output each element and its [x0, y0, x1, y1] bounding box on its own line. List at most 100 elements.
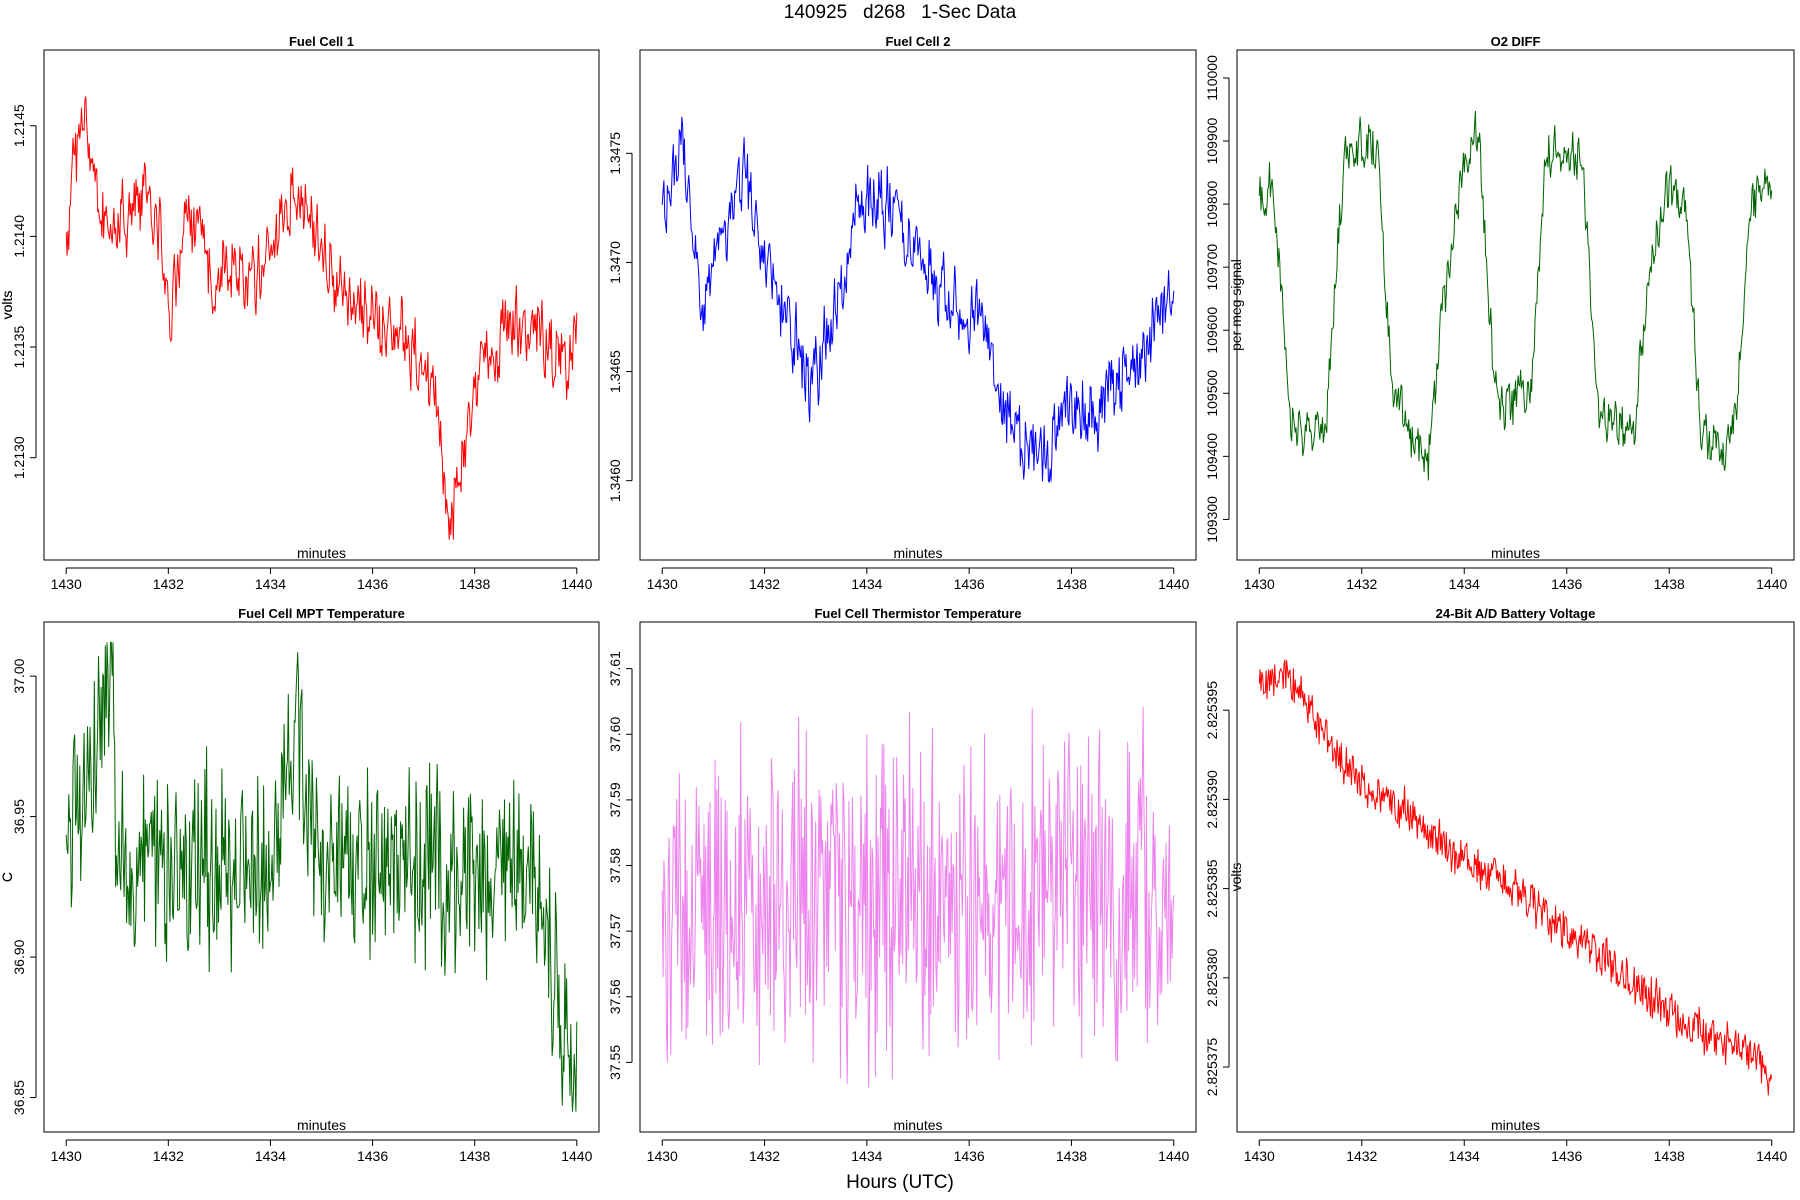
- series-line: [65, 641, 578, 1112]
- x-tick-label: 1434: [255, 1148, 286, 1164]
- y-axis-label: C: [0, 872, 15, 882]
- series-line: [1258, 110, 1773, 481]
- y-tick-label: 2.825380: [1204, 948, 1220, 1007]
- y-tick-label: 2.825395: [1204, 681, 1220, 740]
- x-tick-label: 1438: [1654, 576, 1685, 592]
- x-tick-label: 1436: [1551, 576, 1582, 592]
- x-tick-label: 1430: [1244, 576, 1275, 592]
- x-tick-label: 1430: [647, 1148, 678, 1164]
- series-line: [1258, 659, 1773, 1096]
- x-tick-label: 1430: [1244, 1148, 1275, 1164]
- chart-title: Fuel Cell 1: [289, 34, 354, 49]
- x-tick-label: 1434: [1449, 576, 1480, 592]
- x-axis-label: minutes: [1491, 545, 1540, 561]
- y-tick-label: 1.2130: [11, 436, 27, 479]
- y-tick-label: 1.2145: [11, 104, 27, 147]
- x-tick-label: 1430: [51, 576, 82, 592]
- x-tick-label: 1432: [1346, 1148, 1377, 1164]
- series-line: [65, 96, 578, 540]
- x-tick-label: 1438: [1056, 1148, 1087, 1164]
- y-tick-label: 109300: [1204, 496, 1220, 543]
- chart-panel: 24-Bit A/D Battery Voltage 1430 1432 1434 14…: [1204, 606, 1795, 1164]
- x-axis-label: minutes: [1491, 1117, 1540, 1133]
- x-tick-label: 1438: [1654, 1148, 1685, 1164]
- x-tick-label: 1432: [1346, 576, 1377, 592]
- x-tick-label: 1436: [954, 576, 985, 592]
- y-tick-label: 2.825390: [1204, 770, 1220, 829]
- y-tick-label: 109600: [1204, 307, 1220, 354]
- chart-panel: O2 DIFF 1430 1432 1434 1436 1438 1440 minutes 10…: [1204, 34, 1795, 592]
- y-axis-label: volts: [1228, 863, 1244, 892]
- x-tick-label: 1430: [647, 576, 678, 592]
- y-tick-label: 37.60: [607, 717, 623, 752]
- y-axis-label: per meg signal: [1228, 259, 1244, 351]
- x-axis-label: minutes: [893, 545, 942, 561]
- y-tick-label: 36.95: [11, 799, 27, 834]
- chart-title: Fuel Cell Thermistor Temperature: [814, 606, 1021, 621]
- x-tick-label: 1434: [851, 1148, 882, 1164]
- y-tick-label: 37.58: [607, 848, 623, 883]
- chart-panel: Fuel Cell MPT Temperature 1430 1432 1434 143…: [0, 606, 600, 1164]
- y-tick-label: 36.90: [11, 939, 27, 974]
- plot-frame: [43, 49, 600, 561]
- x-tick-label: 1432: [153, 576, 184, 592]
- x-axis-label: minutes: [893, 1117, 942, 1133]
- y-tick-label: 2.825385: [1204, 859, 1220, 918]
- x-tick-label: 1440: [1756, 1148, 1787, 1164]
- y-tick-label: 109900: [1204, 117, 1220, 164]
- x-tick-label: 1438: [459, 1148, 490, 1164]
- y-tick-label: 37.00: [11, 658, 27, 693]
- x-tick-label: 1438: [459, 576, 490, 592]
- y-tick-label: 1.3465: [607, 350, 623, 393]
- plot-frame: [1236, 49, 1795, 561]
- y-tick-label: 1.3475: [607, 132, 623, 175]
- series-line: [661, 706, 1175, 1088]
- x-tick-label: 1438: [1056, 576, 1087, 592]
- y-tick-label: 109400: [1204, 433, 1220, 480]
- plot-frame: [639, 621, 1197, 1133]
- x-tick-label: 1440: [1158, 576, 1189, 592]
- y-tick-label: 1.2140: [11, 215, 27, 258]
- y-tick-label: 110000: [1204, 55, 1220, 101]
- y-tick-label: 109700: [1204, 244, 1220, 291]
- x-tick-label: 1432: [749, 1148, 780, 1164]
- y-tick-label: 37.56: [607, 979, 623, 1014]
- x-tick-label: 1434: [851, 576, 882, 592]
- plot-frame: [1236, 621, 1795, 1133]
- x-tick-label: 1434: [1449, 1148, 1480, 1164]
- x-tick-label: 1440: [1756, 576, 1787, 592]
- y-tick-label: 1.3470: [607, 241, 623, 284]
- x-tick-label: 1430: [51, 1148, 82, 1164]
- chart-title: Fuel Cell 2: [885, 34, 950, 49]
- chart-panel: Fuel Cell Thermistor Temperature 1430 1432…: [0, 606, 1197, 1164]
- y-tick-label: 37.57: [607, 913, 623, 948]
- y-tick-label: 37.55: [607, 1045, 623, 1080]
- x-tick-label: 1432: [153, 1148, 184, 1164]
- x-tick-label: 1440: [561, 576, 592, 592]
- y-tick-label: 37.59: [607, 782, 623, 817]
- x-axis-label: minutes: [297, 1117, 346, 1133]
- chart-panel: Fuel Cell 2 1430 1432 1434 1436 1438 1440 minut…: [0, 34, 1197, 592]
- chart-title: Fuel Cell MPT Temperature: [238, 606, 405, 621]
- plot-frame: [43, 621, 600, 1133]
- chart-title: 24-Bit A/D Battery Voltage: [1436, 606, 1596, 621]
- page-title: 140925 d268 1-Sec Data: [783, 2, 1017, 23]
- x-tick-label: 1434: [255, 576, 286, 592]
- y-axis-label: C: [0, 872, 15, 882]
- y-axis-label: volts: [0, 291, 15, 320]
- y-tick-label: 1.3460: [607, 459, 623, 502]
- x-tick-label: 1440: [1158, 1148, 1189, 1164]
- x-tick-label: 1436: [357, 576, 388, 592]
- x-tick-label: 1440: [561, 1148, 592, 1164]
- plot-frame: [639, 49, 1197, 561]
- y-axis-label: volts: [0, 291, 15, 320]
- y-tick-label: 2.825375: [1204, 1038, 1220, 1097]
- x-axis-label: minutes: [297, 545, 346, 561]
- chart-panel: Fuel Cell 1 1430 1432 1434 1436 1438 1440 minut…: [0, 34, 600, 592]
- outer-x-axis-label: Hours (UTC): [846, 1172, 954, 1193]
- x-tick-label: 1436: [357, 1148, 388, 1164]
- x-tick-label: 1436: [1551, 1148, 1582, 1164]
- y-tick-label: 37.61: [607, 651, 623, 686]
- y-tick-label: 1.2135: [11, 325, 27, 368]
